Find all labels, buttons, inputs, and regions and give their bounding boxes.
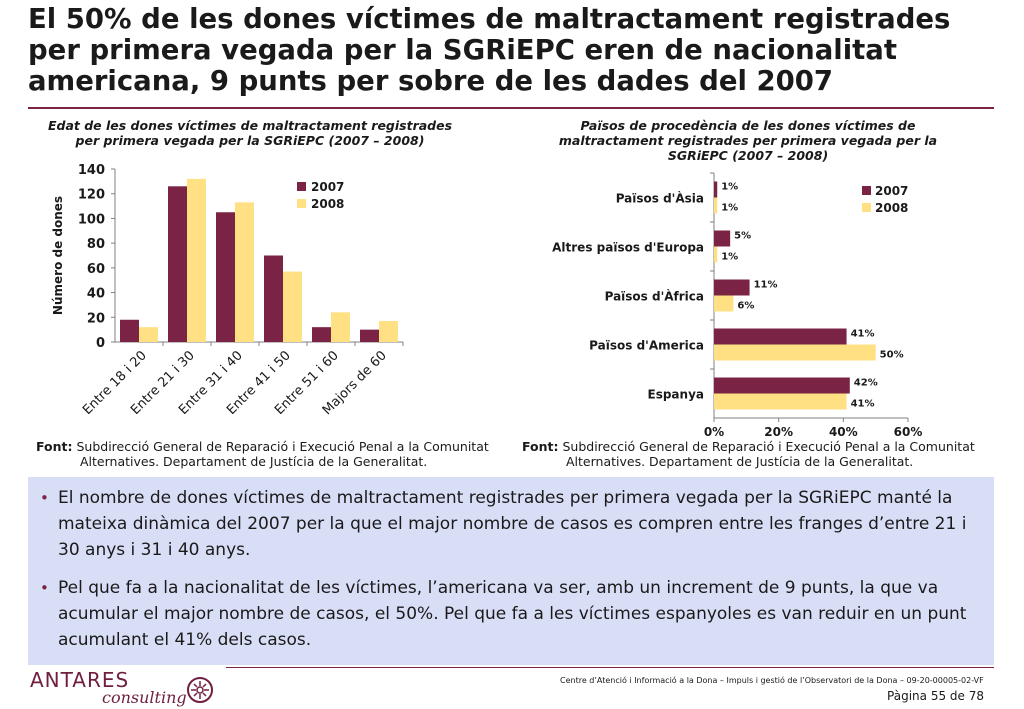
country-legend-swatch-2007	[862, 186, 871, 195]
country-legend-label-2008: 2008	[875, 201, 908, 215]
country-data-label-2008: 6%	[737, 301, 754, 312]
country-x-tick-label: 60%	[894, 425, 923, 439]
country-category-label: Altres països d'Europa	[552, 241, 704, 255]
page-number: Pàgina 55 de 78	[887, 689, 984, 703]
summary-bullet-text: El nombre de dones víctimes de maltracta…	[58, 488, 967, 560]
age-bar-2008	[283, 271, 302, 342]
age-bar-2007	[168, 186, 187, 342]
age-legend-label-2007: 2007	[311, 180, 344, 194]
footer-project-text: Centre d’Atenció i Informació a la Dona …	[560, 676, 984, 685]
country-x-tick-label: 20%	[764, 425, 793, 439]
summary-bullet: • El nombre de dones víctimes de maltract…	[36, 485, 982, 563]
country-chart-source-line2: Alternatives. Departament de Justícia de…	[566, 454, 914, 469]
age-chart-source-label: Font:	[36, 439, 73, 454]
country-x-tick-label: 40%	[829, 425, 858, 439]
country-bar-2008	[714, 344, 876, 361]
age-bar-2008	[235, 202, 254, 342]
country-data-label-2007: 41%	[851, 329, 875, 340]
age-legend-swatch-2008	[297, 199, 306, 208]
country-bar-2008	[714, 197, 718, 214]
summary-panel: • El nombre de dones víctimes de maltract…	[28, 477, 994, 665]
age-bar-2007	[360, 329, 379, 342]
age-bar-2008	[379, 320, 398, 342]
age-bar-2008	[187, 178, 206, 342]
age-bar-2007	[312, 327, 331, 342]
age-bar-2008	[331, 312, 350, 342]
age-chart-source-line2: Alternatives. Departament de Justícia de…	[80, 454, 428, 469]
age-y-tick-label: 140	[78, 163, 105, 178]
country-chart-source-line1: Subdirecció General de Reparació i Execu…	[558, 439, 975, 454]
age-y-tick-label: 0	[96, 336, 105, 351]
age-bar-2007	[120, 319, 139, 342]
age-bar-2007	[264, 255, 283, 342]
age-y-tick-label: 40	[87, 287, 105, 302]
country-legend-swatch-2008	[862, 203, 871, 212]
country-bar-2008	[714, 246, 718, 263]
country-bar-2007	[714, 328, 847, 345]
country-data-label-2008: 41%	[851, 399, 875, 410]
country-data-label-2007: 11%	[754, 280, 778, 291]
country-category-label: Espanya	[648, 388, 705, 402]
footer-divider	[226, 667, 994, 668]
age-y-axis-label: Número de dones	[51, 196, 65, 315]
country-chart-source: Font: Subdirecció General de Reparació i…	[522, 439, 1012, 469]
country-x-tick-label: 0%	[704, 425, 724, 439]
age-chart-source: Font: Subdirecció General de Reparació i…	[36, 439, 516, 469]
age-chart-source-line1: Subdirecció General de Reparació i Execu…	[72, 439, 489, 454]
country-bar-2008	[714, 295, 734, 312]
country-bar-2007	[714, 279, 750, 296]
country-legend-label-2007: 2007	[875, 184, 908, 198]
title-divider	[28, 107, 994, 109]
country-chart-title: Països de procedència de les dones vícti…	[558, 118, 938, 163]
age-bar-2007	[216, 212, 235, 342]
age-bar-2008	[139, 327, 158, 342]
page-title: El 50% de les dones víctimes de maltract…	[28, 3, 951, 97]
summary-bullet: • Pel que fa a la nacionalitat de les víc…	[36, 575, 982, 653]
age-y-tick-label: 100	[78, 212, 105, 227]
country-data-label-2007: 42%	[854, 378, 878, 389]
age-y-tick-label: 60	[87, 262, 105, 277]
country-data-label-2007: 5%	[734, 231, 751, 242]
bullet-dot-icon: •	[40, 489, 49, 507]
age-y-tick-label: 20	[87, 311, 105, 326]
country-data-label-2008: 50%	[880, 350, 904, 361]
age-y-tick-label: 80	[87, 237, 105, 252]
country-chart-source-label: Font:	[522, 439, 559, 454]
summary-bullet-text: Pel que fa a la nacionalitat de les víct…	[58, 578, 967, 650]
age-y-tick-label: 120	[78, 188, 105, 203]
company-logo-sub: consulting	[102, 688, 187, 707]
country-data-label-2008: 1%	[721, 252, 738, 263]
country-bar-2008	[714, 393, 847, 410]
country-data-label-2008: 1%	[721, 203, 738, 214]
bullet-dot-icon: •	[40, 579, 49, 597]
country-bar-2007	[714, 181, 718, 198]
company-logo-name: ANTARES	[30, 668, 130, 692]
age-legend-label-2008: 2008	[311, 197, 344, 211]
country-data-label-2007: 1%	[721, 182, 738, 193]
country-category-label: Països d'Àfrica	[605, 289, 704, 304]
age-legend-swatch-2007	[297, 182, 306, 191]
company-logo-icon	[187, 677, 213, 703]
country-category-label: Països d'Àsia	[616, 191, 704, 206]
country-category-label: Països d'America	[589, 339, 704, 353]
country-bar-2007	[714, 377, 850, 394]
age-chart-title: Edat de les dones víctimes de maltractam…	[47, 118, 453, 148]
country-bar-2007	[714, 230, 731, 247]
